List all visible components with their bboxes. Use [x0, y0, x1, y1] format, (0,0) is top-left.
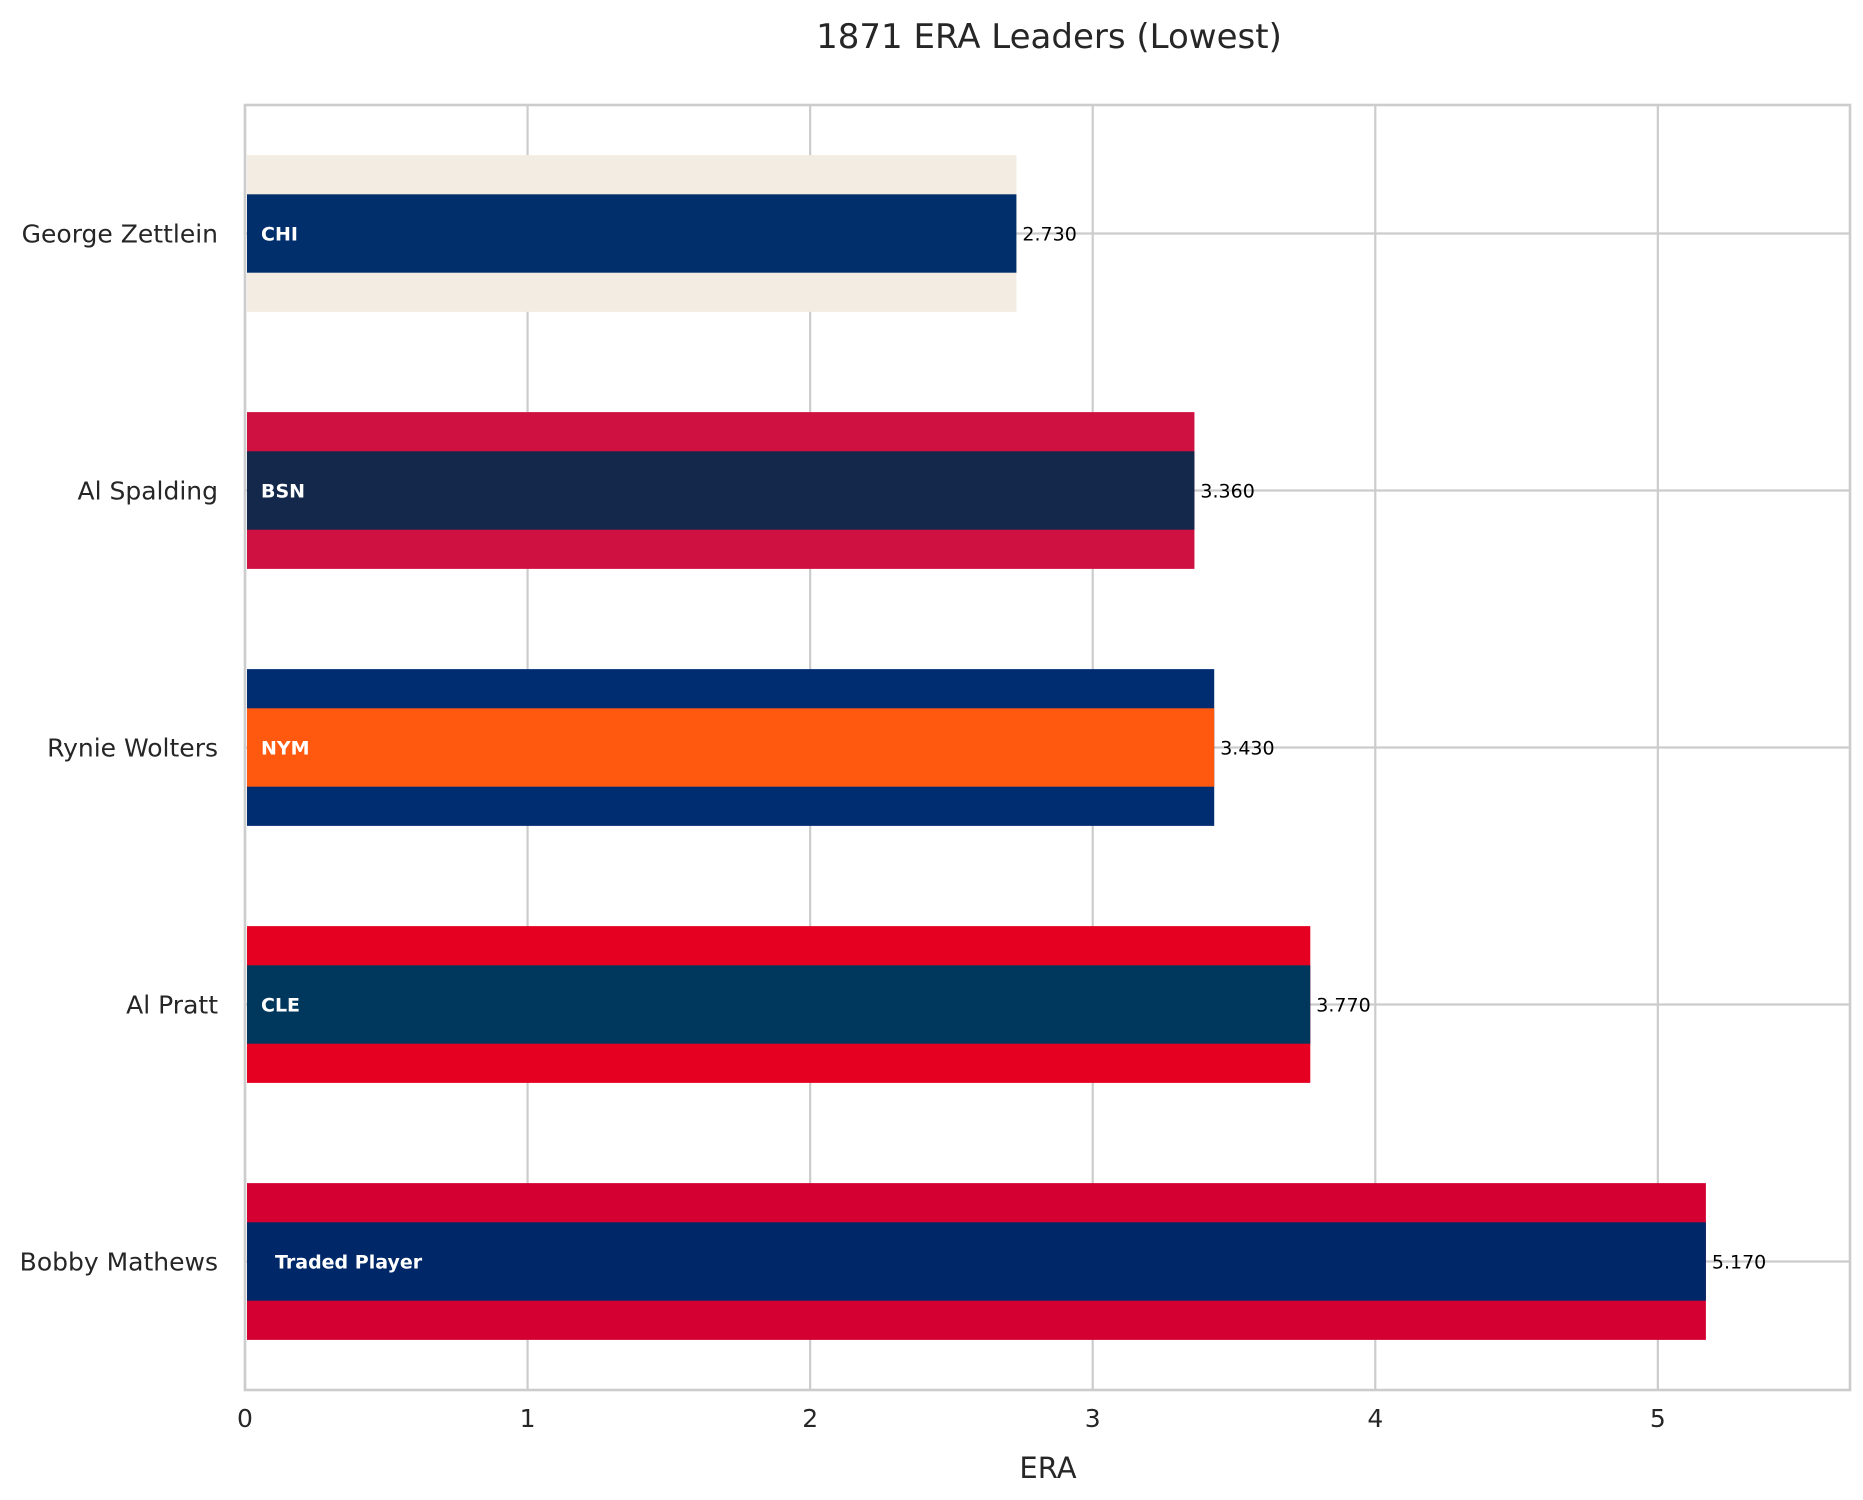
x-tick-labels: 0 1 2 3 4 5: [237, 1404, 1666, 1433]
team-label-1: BSN: [261, 481, 305, 503]
y-tick-label-0: George Zettlein: [22, 220, 218, 249]
value-label-4: 5.170: [1712, 1252, 1766, 1274]
x-tick-label-5: 5: [1650, 1404, 1666, 1433]
team-label-0: CHI: [261, 224, 298, 246]
team-label-2: NYM: [261, 738, 310, 760]
x-tick-label-4: 4: [1367, 1404, 1383, 1433]
y-tick-label-3: Al Pratt: [126, 991, 218, 1020]
bar-inner-4: [247, 1222, 1706, 1301]
team-label-4: Traded Player: [275, 1252, 423, 1274]
bar-inner-0: [247, 194, 1017, 273]
value-label-2: 3.430: [1220, 738, 1274, 760]
x-axis-label: ERA: [1019, 1451, 1076, 1485]
value-label-3: 3.770: [1316, 995, 1370, 1017]
plot-frame: [243, 103, 1852, 1392]
y-tick-label-1: Al Spalding: [77, 477, 218, 506]
team-label-3: CLE: [261, 995, 300, 1017]
bars: CHI 2.730 BSN 3.360 NYM 3.430 CLE 3.770 Traded P…: [247, 155, 1766, 1340]
bar-inner-1: [247, 451, 1195, 530]
x-tick-label-3: 3: [1085, 1404, 1101, 1433]
chart-title: 1871 ERA Leaders (Lowest): [816, 17, 1282, 57]
y-tick-labels: George Zettlein Al Spalding Rynie Wolters A…: [20, 220, 219, 1277]
value-label-1: 3.360: [1200, 481, 1254, 503]
x-tick-label-0: 0: [237, 1404, 253, 1433]
value-label-0: 2.730: [1022, 224, 1076, 246]
x-tick-label-1: 1: [520, 1404, 536, 1433]
bar-inner-3: [247, 965, 1311, 1044]
bar-inner-2: [247, 708, 1215, 787]
y-tick-label-4: Bobby Mathews: [20, 1248, 218, 1277]
x-tick-label-2: 2: [802, 1404, 818, 1433]
y-tick-label-2: Rynie Wolters: [47, 734, 218, 763]
